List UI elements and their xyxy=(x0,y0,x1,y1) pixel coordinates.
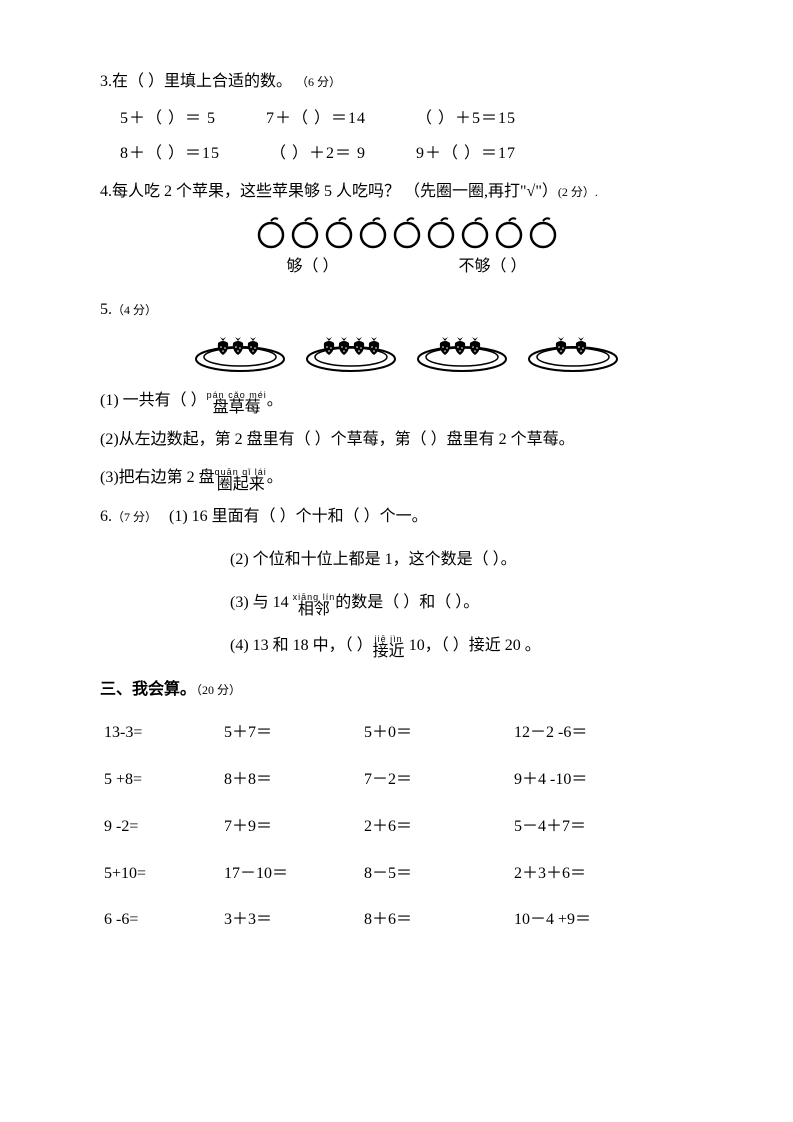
q5-sub3: (3)把右边第 2 盘quān qǐ lái圈起来。 xyxy=(100,464,713,493)
q5-sub1-ruby: pán cǎo méi盘草莓 xyxy=(207,391,267,416)
q5-sub1-pre: (1) 一共有（ ） xyxy=(100,392,207,409)
q4-points: (2 分）. xyxy=(558,185,598,199)
q6-title-text: 6. xyxy=(100,508,112,525)
calc-item[interactable]: 5＋7＝ xyxy=(224,719,364,748)
calc-item[interactable]: 8－5＝ xyxy=(364,860,514,889)
q6-sub4-post: 10，（ ）接近 20 。 xyxy=(405,637,541,654)
q5-sub3-ruby: quān qǐ lái圈起来 xyxy=(215,468,267,493)
calc-item[interactable]: 8＋6＝ xyxy=(364,906,514,935)
q3-equations: 5＋（ ）＝ 5 7＋（ ）＝14 （ ）＋5＝15 8＋（ ）＝15 （ ）＋2＝ 9… xyxy=(100,105,713,169)
q5-sub3-post: 。 xyxy=(267,469,283,486)
equation[interactable]: 9＋（ ）＝17 xyxy=(416,140,516,169)
q5-title-text: 5. xyxy=(100,301,112,318)
calc-item[interactable]: 9＋4 -10＝ xyxy=(514,766,674,795)
calc-item[interactable]: 2＋3＋6＝ xyxy=(514,860,674,889)
q6-line1: 6.（7 分） (1) 16 里面有（ ）个十和（ ）个一。 xyxy=(100,503,713,532)
plates-row xyxy=(100,333,713,373)
calc-item[interactable]: 2＋6＝ xyxy=(364,813,514,842)
equation[interactable]: （ ）＋2＝ 9 xyxy=(270,140,366,169)
q6-sub4-hanzi: 接近 xyxy=(373,644,405,660)
equation[interactable]: 8＋（ ）＝15 xyxy=(120,140,220,169)
q6-sub2: (2) 个位和十位上都是 1，这个数是（ ）。 xyxy=(230,546,713,575)
q5-sub3-hanzi: 圈起来 xyxy=(215,477,267,493)
q6-sub1: (1) 16 里面有（ ）个十和（ ）个一。 xyxy=(169,508,428,525)
calc-item[interactable]: 7＋9＝ xyxy=(224,813,364,842)
calc-item[interactable]: 5＋0＝ xyxy=(364,719,514,748)
q5-sub1-post: 。 xyxy=(267,392,283,409)
q6-sub3-ruby: xiāng lín相邻 xyxy=(293,593,336,618)
apples-row xyxy=(100,215,713,249)
q6-points: （7 分） xyxy=(112,510,157,524)
calc-item[interactable]: 13-3= xyxy=(104,719,224,748)
section3-title-text: 三、我会算。 xyxy=(100,681,196,698)
q6-sub4-ruby: jiē jìn接近 xyxy=(373,635,405,660)
q5-points: （4 分） xyxy=(112,303,157,317)
q3-title-text: 3.在（ ）里填上合适的数。 xyxy=(100,73,292,90)
q6-sub3-pre: (3) 与 14 xyxy=(230,594,293,611)
calc-item[interactable]: 9 -2= xyxy=(104,813,224,842)
calc-item[interactable]: 6 -6= xyxy=(104,906,224,935)
section3-title: 三、我会算。（20 分） xyxy=(100,676,713,705)
equation-row: 5＋（ ）＝ 5 7＋（ ）＝14 （ ）＋5＝15 xyxy=(120,105,713,134)
q3-points: （6 分） xyxy=(296,75,341,89)
q5-sub1: (1) 一共有（ ）pán cǎo méi盘草莓。 xyxy=(100,387,713,416)
calc-item[interactable]: 5+10= xyxy=(104,860,224,889)
q6-sub3-post: 的数是（ ）和（ ）。 xyxy=(335,594,479,611)
q6-sub4-pre: (4) 13 和 18 中，（ ） xyxy=(230,637,373,654)
not-enough-option[interactable]: 不够（ ） xyxy=(459,253,527,282)
q3-title: 3.在（ ）里填上合适的数。 （6 分） xyxy=(100,68,713,97)
calc-item[interactable]: 3＋3＝ xyxy=(224,906,364,935)
q6-sub3: (3) 与 14 xiāng lín相邻的数是（ ）和（ ）。 xyxy=(230,589,713,618)
q5-sub1-hanzi: 盘草莓 xyxy=(207,400,267,416)
q4-title-text: 4.每人吃 2 个苹果，这些苹果够 5 人吃吗？ （先圈一圈,再打"√"） xyxy=(100,183,558,200)
q4-title: 4.每人吃 2 个苹果，这些苹果够 5 人吃吗？ （先圈一圈,再打"√"）(2 … xyxy=(100,178,713,207)
enough-row: 够（ ） 不够（ ） xyxy=(100,253,713,282)
calc-item[interactable]: 17－10＝ xyxy=(224,860,364,889)
equation[interactable]: 5＋（ ）＝ 5 xyxy=(120,105,216,134)
equation-row: 8＋（ ）＝15 （ ）＋2＝ 9 9＋（ ）＝17 xyxy=(120,140,713,169)
calc-item[interactable]: 8＋8＝ xyxy=(224,766,364,795)
enough-option[interactable]: 够（ ） xyxy=(286,253,338,282)
calc-item[interactable]: 5－4＋7＝ xyxy=(514,813,674,842)
section3-points: （20 分） xyxy=(196,683,241,697)
q6-sub4: (4) 13 和 18 中，（ ）jiē jìn接近 10，（ ）接近 20 。 xyxy=(230,632,713,661)
q6-sub3-hanzi: 相邻 xyxy=(293,602,336,618)
calc-item[interactable]: 5 +8= xyxy=(104,766,224,795)
q5-title: 5.（4 分） xyxy=(100,296,713,325)
q5-sub3-pre: (3)把右边第 2 盘 xyxy=(100,469,215,486)
calc-item[interactable]: 10－4 +9＝ xyxy=(514,906,674,935)
calc-item[interactable]: 12－2 -6＝ xyxy=(514,719,674,748)
q5-sub2: (2)从左边数起，第 2 盘里有（ ）个草莓，第（ ）盘里有 2 个草莓。 xyxy=(100,426,713,455)
equation[interactable]: 7＋（ ）＝14 xyxy=(266,105,366,134)
calc-item[interactable]: 7－2＝ xyxy=(364,766,514,795)
calc-grid: 13-3=5＋7＝5＋0＝12－2 -6＝ 5 +8=8＋8＝7－2＝9＋4 -1… xyxy=(104,719,713,935)
equation[interactable]: （ ）＋5＝15 xyxy=(416,105,516,134)
